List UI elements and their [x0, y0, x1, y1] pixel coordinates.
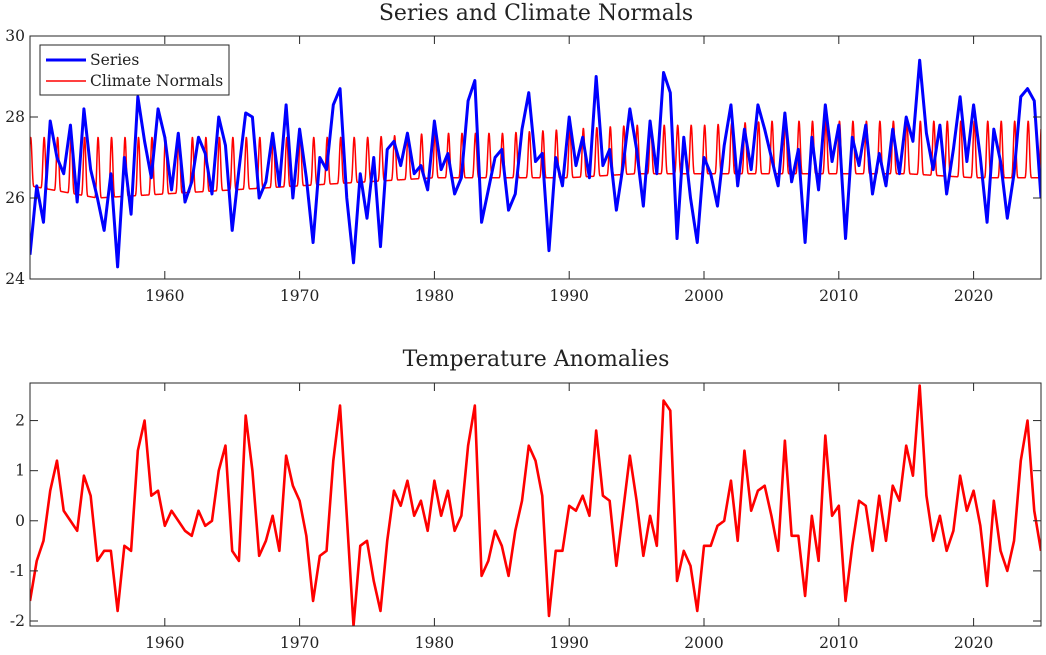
y-tick-label: 0 — [15, 512, 25, 530]
plot-frame — [29, 35, 1042, 280]
legend-box — [39, 44, 230, 96]
y-tick-label: 24 — [5, 270, 25, 288]
y-tick-label: 26 — [5, 189, 25, 207]
plot-frame — [29, 382, 1042, 627]
series-line-series — [30, 58, 1041, 269]
top-panel: Series and Climate Normals 1960 1970 1980 1… — [5, 1, 1042, 305]
x-tick-label: 1980 — [415, 287, 454, 305]
chart-title: Series and Climate Normals — [379, 1, 693, 26]
x-tick-label: 2010 — [819, 287, 858, 305]
y-tick-label: -2 — [10, 612, 25, 630]
x-tick-label: 2020 — [954, 634, 993, 652]
y-tick-label: -1 — [10, 562, 25, 580]
x-tick-label: 1990 — [549, 634, 588, 652]
x-tick-label: 2020 — [954, 287, 993, 305]
legend: Series Climate Normals — [39, 44, 230, 96]
y-tick-label: 1 — [15, 462, 25, 480]
y-tick-label: 30 — [5, 27, 25, 45]
y-tick-label: 2 — [15, 412, 25, 430]
axis-ticks: 1960 1970 1980 1990 2000 2010 2020 24 26 28 30 — [5, 27, 1041, 305]
bottom-panel: Temperature Anomalies 1960 1970 1980 1990 20… — [10, 347, 1042, 652]
x-tick-label: 2010 — [819, 634, 858, 652]
x-tick-label: 1970 — [280, 634, 319, 652]
x-tick-label: 1990 — [549, 287, 588, 305]
x-tick-label: 1960 — [145, 287, 184, 305]
plot-series-group — [30, 58, 1041, 269]
y-tick-label: 28 — [5, 108, 25, 126]
x-tick-label: 1960 — [145, 634, 184, 652]
x-tick-label: 2000 — [684, 287, 723, 305]
plot-series-group — [30, 384, 1041, 626]
chart-title: Temperature Anomalies — [403, 347, 670, 372]
legend-label-series: Series — [90, 51, 139, 69]
series-line-climate-normals — [30, 120, 1041, 199]
legend-label-climate-normals: Climate Normals — [90, 72, 223, 90]
axis-ticks: 1960 1970 1980 1990 2000 2010 2020 -2 -1 0 1 2 — [10, 383, 1041, 652]
x-tick-label: 1980 — [415, 634, 454, 652]
x-tick-label: 1970 — [280, 287, 319, 305]
x-tick-label: 2000 — [684, 634, 723, 652]
series-line-anomaly — [30, 384, 1041, 626]
